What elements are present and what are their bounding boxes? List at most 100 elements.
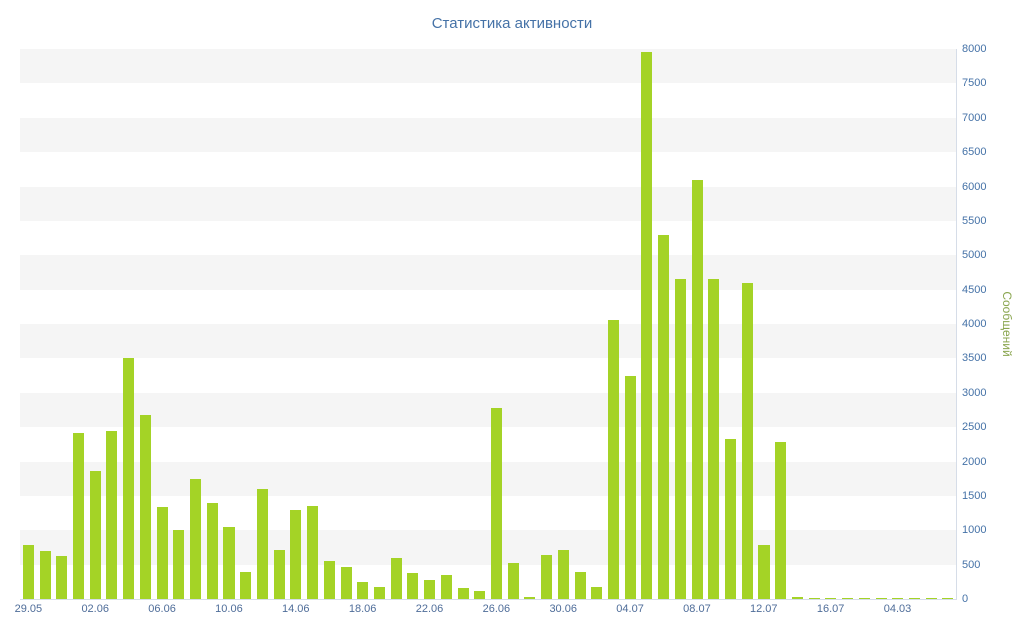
bar[interactable] [407,572,419,599]
y-axis-label: 500 [962,558,981,571]
bar[interactable] [307,506,319,599]
x-axis-label: 18.06 [348,603,377,615]
bar[interactable] [240,571,252,599]
grid-band [20,255,956,290]
x-axis-label: 12.07 [750,603,778,615]
bar[interactable] [273,549,285,599]
bar-slot [438,49,455,599]
y-axis-label: 5000 [962,249,987,262]
bar-series [20,49,956,599]
bar-slot [873,49,890,599]
bar[interactable] [156,506,168,599]
bar-slot [321,49,338,599]
bar-slot [304,49,321,599]
bar-slot [170,49,187,599]
bar-slot [137,49,154,599]
y-axis-label: 1000 [962,524,987,537]
bar-slot [237,49,254,599]
bar[interactable] [39,550,51,599]
bar[interactable] [691,179,703,599]
bar[interactable] [89,471,101,599]
bar[interactable] [708,279,720,599]
bar[interactable] [340,566,352,599]
bar[interactable] [290,510,302,599]
grid-band [20,324,956,359]
bar[interactable] [173,530,185,599]
bar-slot [689,49,706,599]
bar-slot [187,49,204,599]
bar-slot [823,49,840,599]
bar-slot [806,49,823,599]
bar[interactable] [123,358,135,599]
bar-slot [505,49,522,599]
grid-band [20,461,956,496]
bar[interactable] [791,597,803,599]
bar[interactable] [641,52,653,599]
bar[interactable] [357,581,369,599]
bar[interactable] [73,432,85,599]
bar-slot [622,49,639,599]
y-axis-label: 1500 [962,489,987,502]
bar[interactable] [524,596,536,599]
x-axis-label: 29.05 [14,603,43,615]
bar[interactable] [490,407,502,599]
bar[interactable] [474,590,486,599]
grid-band [20,117,956,153]
bar-slot [789,49,806,599]
bar[interactable] [908,597,920,599]
bar[interactable] [440,574,452,599]
bar-slot [605,49,622,599]
bar[interactable] [557,549,569,599]
bar[interactable] [825,598,837,599]
x-axis-line [20,599,957,600]
bar[interactable] [875,597,887,599]
bar[interactable] [658,235,670,599]
bar[interactable] [390,557,402,599]
bar[interactable] [725,438,737,599]
bar[interactable] [608,319,620,599]
bar[interactable] [842,597,854,599]
bar[interactable] [591,586,603,599]
bar[interactable] [624,375,636,599]
bar[interactable] [808,597,820,599]
bar-slot [705,49,722,599]
grid-band [20,392,956,428]
bar[interactable] [758,545,770,599]
bar[interactable] [190,478,202,599]
x-axis-label: 04.03 [883,603,912,615]
bar[interactable] [323,561,335,599]
bar[interactable] [457,588,469,599]
bar[interactable] [22,544,34,599]
bar[interactable] [741,282,753,599]
bar[interactable] [106,430,118,599]
bar-slot [371,49,388,599]
bar[interactable] [541,555,553,599]
bar[interactable] [206,502,218,599]
bar[interactable] [424,579,436,599]
bar[interactable] [858,598,870,599]
bar-slot [488,49,505,599]
bar-slot [722,49,739,599]
bar[interactable] [925,597,937,599]
bar[interactable] [574,571,586,599]
bar[interactable] [942,598,954,599]
bar[interactable] [775,442,787,599]
bar[interactable] [892,598,904,599]
y-axis-label: 2000 [962,455,987,468]
bar-slot [588,49,605,599]
x-axis-label: 08.07 [683,603,711,615]
bar[interactable] [373,587,385,599]
bar[interactable] [256,489,268,599]
y-axis-label: 3500 [962,352,987,365]
y-axis-line [956,49,957,600]
bar-slot [20,49,37,599]
x-axis-label: 02.06 [81,603,109,615]
bar[interactable] [56,556,68,599]
bar[interactable] [223,526,235,599]
bar[interactable] [674,279,686,599]
plot-area [20,49,956,599]
x-axis-label: 04.07 [616,603,644,615]
bar[interactable] [139,414,151,599]
bar[interactable] [507,562,519,599]
